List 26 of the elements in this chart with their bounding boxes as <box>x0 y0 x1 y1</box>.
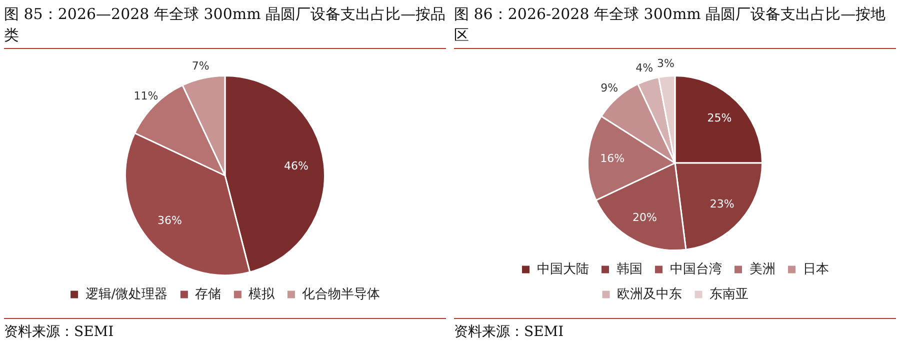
legend-label: 模拟 <box>248 286 276 302</box>
data-label: 9% <box>600 81 618 94</box>
data-label: 16% <box>600 152 625 165</box>
legend-label: 欧洲及中东 <box>617 286 682 302</box>
legend-label: 化合物半导体 <box>302 286 380 302</box>
data-label: 20% <box>632 210 657 224</box>
chart-title: 图 86：2026-2028 年全球 300mm 晶圆厂设备支出占比—按地区 <box>454 0 896 49</box>
data-label: 11% <box>134 89 158 102</box>
data-label: 3% <box>656 57 674 70</box>
legend-label: 逻辑/微处理器 <box>85 286 168 302</box>
data-label: 4% <box>636 61 654 74</box>
data-label: 7% <box>192 59 210 72</box>
chart-title: 图 85：2026—2028 年全球 300mm 晶圆厂设备支出占比—按品类 <box>4 0 446 49</box>
legend-label: 中国台湾 <box>670 260 722 277</box>
legend-label: 东南亚 <box>710 286 748 302</box>
data-label: 36% <box>157 214 182 228</box>
legend-label: 美洲 <box>749 260 776 277</box>
data-label: 23% <box>710 197 734 210</box>
legend-label: 中国大陆 <box>536 262 589 277</box>
data-label: 25% <box>707 111 732 124</box>
data-label: 46% <box>284 159 308 172</box>
text: 资料来源：SEMI <box>454 318 896 341</box>
text: 资料来源：SEMI <box>4 318 446 341</box>
legend-label: 日本 <box>802 262 829 277</box>
legend-label: 韩国 <box>616 262 642 277</box>
legend-label: 存储 <box>195 286 222 302</box>
